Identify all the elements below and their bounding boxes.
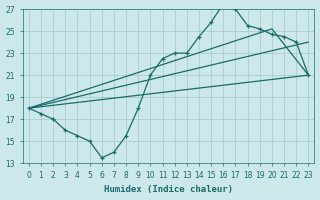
X-axis label: Humidex (Indice chaleur): Humidex (Indice chaleur) (104, 185, 233, 194)
